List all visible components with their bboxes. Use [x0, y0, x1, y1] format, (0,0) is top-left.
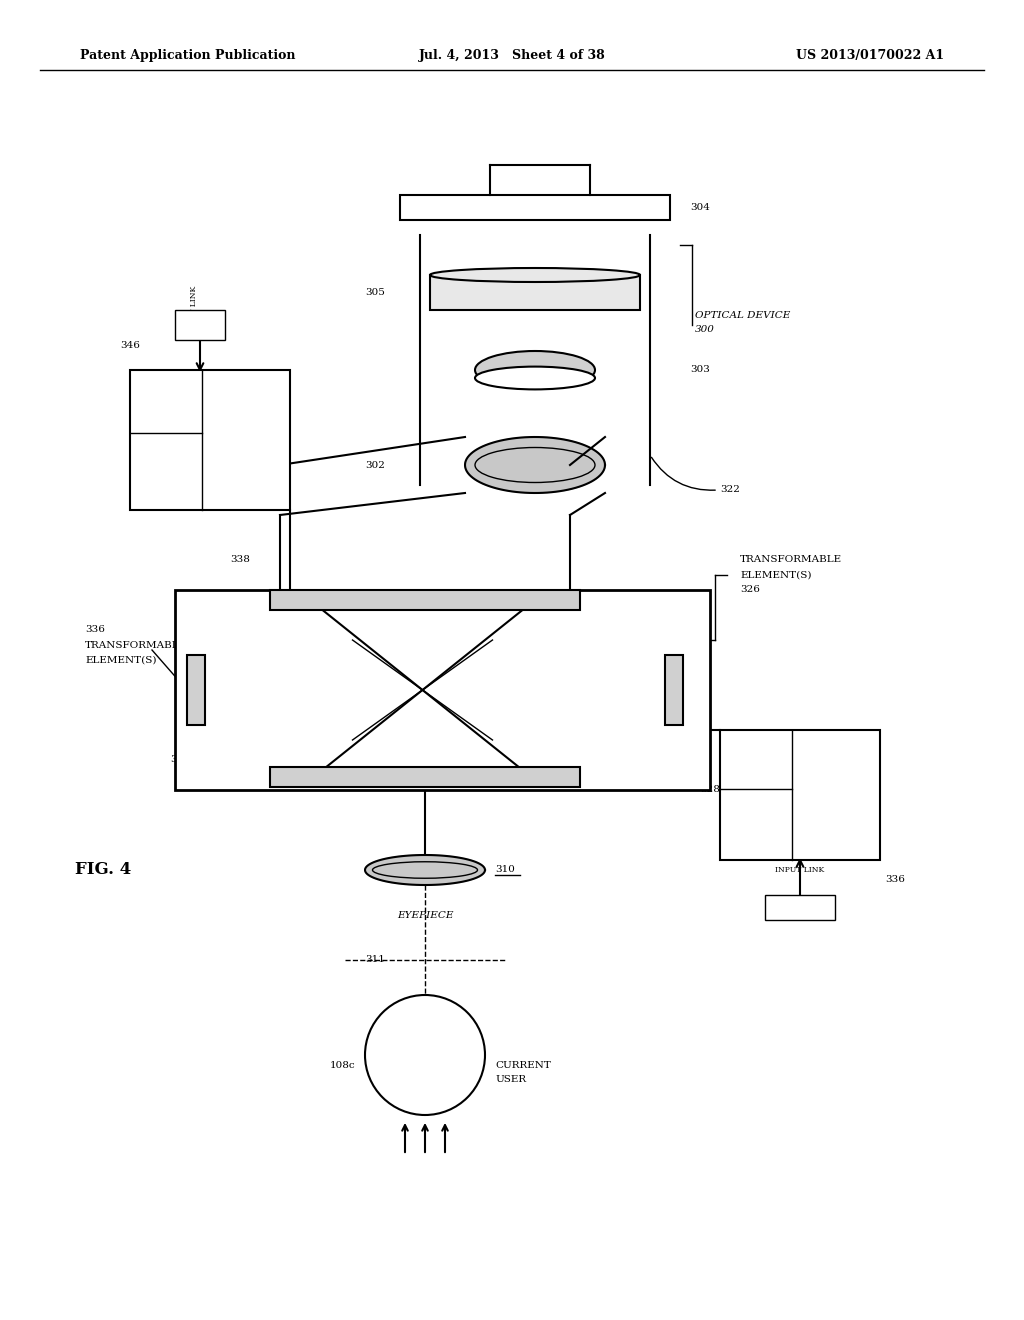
- Text: 346: 346: [120, 341, 140, 350]
- FancyBboxPatch shape: [720, 730, 880, 861]
- Polygon shape: [365, 855, 485, 884]
- Text: Patent Application Publication: Patent Application Publication: [80, 49, 296, 62]
- FancyBboxPatch shape: [765, 895, 835, 920]
- FancyBboxPatch shape: [400, 195, 670, 220]
- Text: 336: 336: [885, 875, 905, 884]
- Text: FIG. 4: FIG. 4: [75, 862, 131, 879]
- Text: 344: 344: [207, 380, 222, 388]
- Text: 311: 311: [366, 956, 385, 965]
- Text: MODULE: MODULE: [148, 381, 156, 418]
- Text: OPTICAL DEVICE: OPTICAL DEVICE: [695, 310, 791, 319]
- Text: 302: 302: [366, 461, 385, 470]
- Text: 320: 320: [195, 601, 215, 610]
- Ellipse shape: [475, 351, 595, 389]
- Text: 305: 305: [366, 288, 385, 297]
- FancyBboxPatch shape: [187, 655, 205, 725]
- Text: TRANSFORMABLE: TRANSFORMABLE: [85, 640, 187, 649]
- Text: MODULE: MODULE: [751, 762, 759, 799]
- Text: 342: 342: [135, 438, 148, 446]
- Text: 304: 304: [690, 203, 710, 213]
- Text: 332: 332: [797, 793, 810, 801]
- Text: MODULE: MODULE: [810, 742, 818, 779]
- Text: 315: 315: [435, 1081, 453, 1089]
- Text: DATA RECORD: DATA RECORD: [797, 787, 805, 841]
- Text: CONTROL: CONTROL: [797, 739, 805, 780]
- Circle shape: [365, 995, 485, 1115]
- Text: INPUT LINK: INPUT LINK: [190, 285, 198, 335]
- Text: US 2013/0170022 A1: US 2013/0170022 A1: [796, 49, 944, 62]
- Text: EYE: EYE: [414, 1040, 436, 1049]
- Text: 310: 310: [495, 866, 515, 874]
- FancyBboxPatch shape: [270, 590, 580, 610]
- Text: 322: 322: [720, 486, 740, 495]
- Text: ELEMENT(S): ELEMENT(S): [740, 570, 811, 579]
- FancyBboxPatch shape: [665, 655, 683, 725]
- Text: 340: 340: [135, 380, 150, 388]
- Ellipse shape: [475, 367, 595, 389]
- Text: CURRENT: CURRENT: [495, 1060, 551, 1069]
- FancyBboxPatch shape: [175, 590, 710, 789]
- Ellipse shape: [430, 268, 640, 282]
- Text: ON-BOARD: ON-BOARD: [725, 758, 733, 803]
- Text: 336: 336: [85, 626, 104, 635]
- Text: 338: 338: [230, 556, 250, 565]
- Text: 334: 334: [725, 741, 740, 748]
- Text: TRANSFORMABLE: TRANSFORMABLE: [740, 556, 842, 565]
- Text: EYEPIECE: EYEPIECE: [396, 911, 454, 920]
- Text: ON-BOARD: ON-BOARD: [207, 397, 215, 442]
- Text: 324: 324: [418, 726, 437, 734]
- FancyBboxPatch shape: [175, 310, 225, 341]
- Text: ELEMENT(S): ELEMENT(S): [85, 656, 157, 664]
- Text: DATA RECORD: DATA RECORD: [135, 432, 143, 484]
- Polygon shape: [465, 437, 605, 492]
- Text: USER: USER: [495, 1076, 526, 1085]
- Text: INTERFACE: INTERFACE: [220, 396, 228, 444]
- Text: 300: 300: [695, 326, 715, 334]
- Text: Jul. 4, 2013   Sheet 4 of 38: Jul. 4, 2013 Sheet 4 of 38: [419, 49, 605, 62]
- Text: 322: 322: [170, 755, 189, 764]
- Text: CONTROL: CONTROL: [135, 380, 143, 420]
- Text: INTERFACE: INTERFACE: [738, 756, 746, 804]
- Text: INPUT LINK: INPUT LINK: [775, 866, 824, 874]
- FancyBboxPatch shape: [270, 767, 580, 787]
- Text: 328: 328: [700, 785, 720, 795]
- FancyBboxPatch shape: [130, 370, 290, 510]
- Text: MODULE: MODULE: [233, 401, 241, 438]
- FancyBboxPatch shape: [430, 275, 640, 310]
- Text: 326: 326: [740, 586, 760, 594]
- Text: 108c: 108c: [330, 1060, 355, 1069]
- Text: 330: 330: [797, 741, 812, 748]
- Text: 303: 303: [690, 366, 710, 375]
